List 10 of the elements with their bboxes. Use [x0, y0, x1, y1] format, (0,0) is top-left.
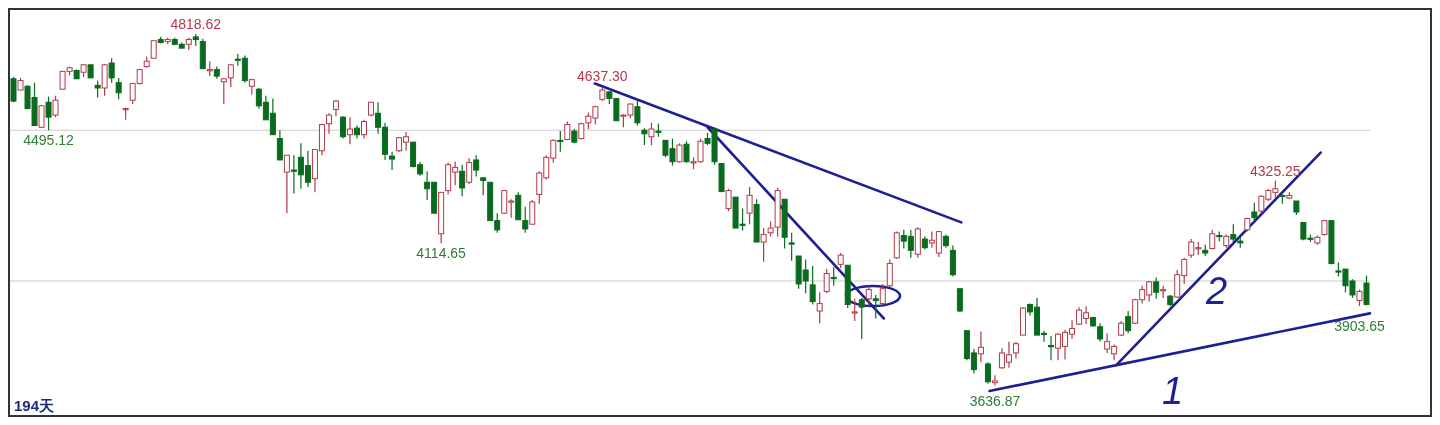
text: 194天 — [14, 397, 55, 414]
annotation: 4114.65 — [416, 245, 467, 262]
annotation: 4495.12 — [23, 132, 75, 149]
annotation: 2 — [1206, 270, 1228, 312]
annotation: 4818.62 — [170, 16, 222, 32]
annotation: 4637.30 — [577, 68, 628, 85]
annotation: 3636.87 — [969, 392, 1021, 409]
annotation: 1 — [1162, 370, 1184, 412]
annotation: 3903.65 — [1334, 317, 1385, 334]
annotation: 4325.25 — [1250, 162, 1301, 179]
